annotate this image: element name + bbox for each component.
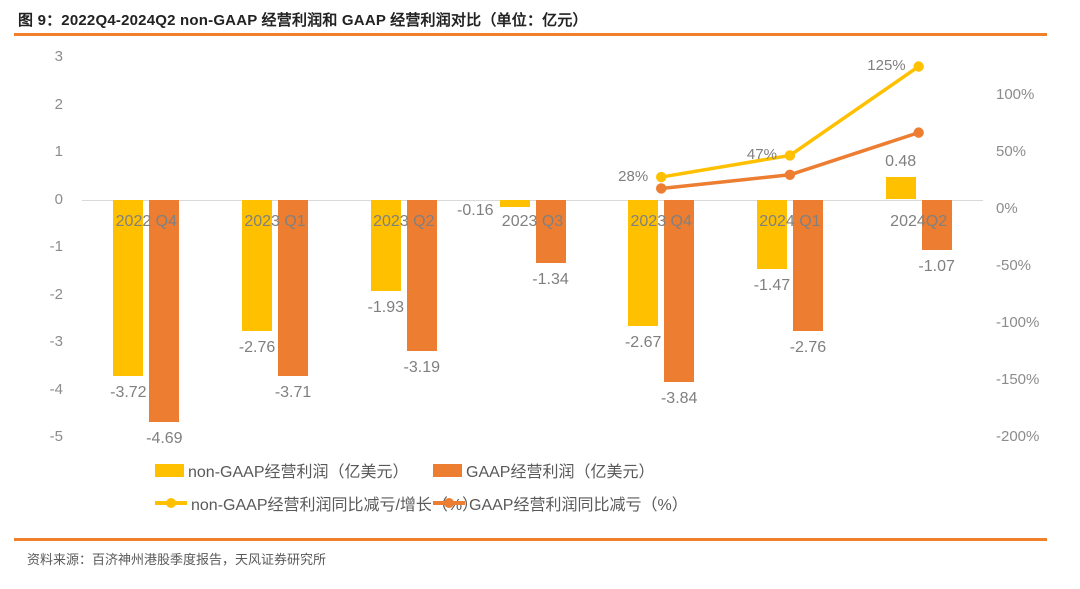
right-axis-tick: -100% bbox=[996, 313, 1040, 331]
legend-dot-icon bbox=[444, 498, 454, 508]
legend-line-marker-yellow bbox=[155, 496, 187, 510]
line-point-label: 28% bbox=[618, 168, 649, 186]
bar-value-label: -2.76 bbox=[789, 338, 827, 356]
bar-gaap-2 bbox=[406, 199, 437, 352]
line-point bbox=[656, 171, 667, 183]
bar-value-label: -4.69 bbox=[146, 430, 183, 448]
line-point-label: 47% bbox=[746, 146, 777, 164]
left-axis-tick: -5 bbox=[49, 428, 63, 445]
bar-gaap-4 bbox=[664, 199, 695, 382]
legend-label: non-GAAP经营利润同比减亏/增长（%） bbox=[191, 497, 479, 514]
title-underline-rule bbox=[14, 33, 1047, 36]
bar-gaap-6 bbox=[921, 199, 952, 251]
bar-value-label: -2.76 bbox=[238, 338, 276, 356]
left-axis-tick: 0 bbox=[54, 190, 63, 208]
bar-value-label: 0.48 bbox=[885, 152, 917, 170]
left-axis-tick: -1 bbox=[49, 238, 63, 255]
line-point bbox=[913, 127, 924, 138]
left-axis-tick: -2 bbox=[49, 285, 63, 303]
figure-title: 图 9：2022Q4-2024Q2 non-GAAP 经营利润和 GAAP 经营… bbox=[18, 12, 588, 29]
line-point bbox=[784, 169, 796, 180]
legend-line-marker-orange bbox=[433, 496, 465, 510]
line-point bbox=[784, 150, 796, 161]
bar-gaap-5 bbox=[792, 199, 823, 331]
bar-value-label: -1.07 bbox=[918, 258, 955, 276]
bar-value-label: -0.16 bbox=[457, 201, 494, 219]
bar-value-label: -2.67 bbox=[624, 334, 662, 352]
left-axis-tick: -4 bbox=[49, 380, 63, 398]
bar-nongaap-4 bbox=[628, 199, 659, 327]
right-axis-tick: -150% bbox=[996, 370, 1040, 388]
bar-nongaap-5 bbox=[756, 199, 787, 270]
left-axis-tick: 3 bbox=[54, 48, 63, 65]
legend-swatch-orange-bar bbox=[433, 463, 462, 477]
bar-nongaap-0 bbox=[113, 199, 144, 377]
legend-dot-icon bbox=[166, 498, 176, 508]
bar-gaap-1 bbox=[278, 199, 309, 376]
legend-swatch-yellow-bar bbox=[155, 463, 184, 477]
left-axis-tick: 1 bbox=[54, 143, 63, 160]
chart-legend: non-GAAP经营利润（亿美元） GAAP经营利润（亿美元） non-GAAP… bbox=[155, 459, 688, 514]
footer-rule bbox=[14, 538, 1047, 541]
legend-item-nongaap-bar: non-GAAP经营利润（亿美元） bbox=[155, 459, 433, 481]
bar-value-label: -1.34 bbox=[532, 271, 569, 289]
line-point-label: 125% bbox=[867, 57, 906, 75]
category-label: 2024Q2 bbox=[890, 212, 948, 230]
bar-gaap-0 bbox=[149, 199, 180, 423]
category-label: 2023 Q2 bbox=[373, 212, 435, 230]
legend-item-gaap-line: GAAP经营利润同比减亏（%） bbox=[433, 492, 688, 514]
category-label: 2023 Q4 bbox=[630, 212, 692, 230]
bar-value-label: -3.72 bbox=[110, 384, 147, 402]
left-axis-tick: 2 bbox=[54, 95, 63, 113]
right-axis-tick: -200% bbox=[996, 428, 1040, 445]
legend-label: non-GAAP经营利润（亿美元） bbox=[188, 464, 409, 481]
bar-nongaap-3 bbox=[499, 199, 530, 208]
bar-value-label: -1.47 bbox=[753, 277, 791, 295]
category-label: 2023 Q3 bbox=[501, 212, 564, 230]
bar-nongaap-1 bbox=[242, 199, 273, 331]
line-point bbox=[913, 61, 924, 72]
legend-item-nongaap-line: non-GAAP经营利润同比减亏/增长（%） bbox=[155, 492, 478, 514]
left-axis-tick: -3 bbox=[49, 333, 63, 350]
legend-item-gaap-bar: GAAP经营利润（亿美元） bbox=[433, 459, 688, 481]
category-label: 2024 Q1 bbox=[759, 212, 821, 230]
bar-nongaap-2 bbox=[370, 199, 401, 292]
right-axis-tick: 50% bbox=[996, 142, 1027, 160]
zero-axis-line bbox=[82, 199, 983, 201]
line-point bbox=[656, 183, 667, 194]
right-axis-tick: 0% bbox=[996, 199, 1018, 217]
bar-value-label: -3.71 bbox=[274, 383, 312, 401]
source-note: 资料来源：百济神州港股季度报告，天风证券研究所 bbox=[27, 552, 327, 567]
category-label: 2023 Q1 bbox=[244, 212, 306, 230]
bar-nongaap-6 bbox=[885, 176, 916, 200]
bar-gaap-3 bbox=[535, 199, 566, 264]
bar-value-label: -3.84 bbox=[660, 389, 698, 407]
right-axis-tick: -50% bbox=[996, 256, 1032, 274]
category-label: 2022 Q4 bbox=[115, 212, 178, 230]
bar-value-label: -3.19 bbox=[403, 359, 441, 377]
legend-label: GAAP经营利润同比减亏（%） bbox=[469, 497, 688, 514]
legend-label: GAAP经营利润（亿美元） bbox=[466, 464, 655, 481]
bar-value-label: -1.93 bbox=[367, 299, 405, 317]
right-axis-tick: 100% bbox=[996, 85, 1035, 103]
